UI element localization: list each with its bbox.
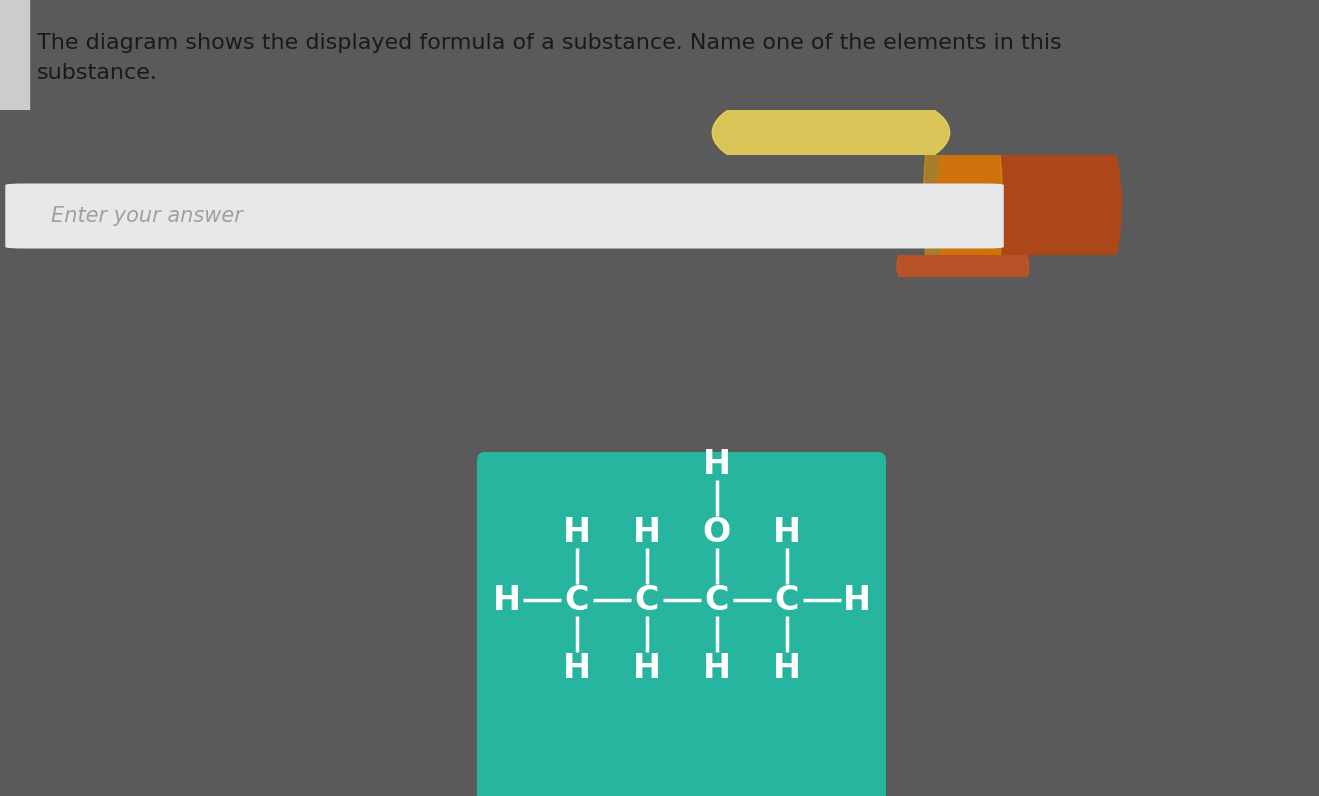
Text: O: O	[703, 516, 731, 548]
Text: H: H	[843, 583, 871, 616]
Ellipse shape	[936, 55, 1121, 355]
Text: C: C	[565, 583, 588, 616]
Text: H: H	[633, 516, 661, 548]
Text: H: H	[562, 651, 591, 685]
Text: H: H	[773, 651, 801, 685]
Text: Enter your answer: Enter your answer	[51, 206, 243, 226]
FancyBboxPatch shape	[5, 184, 1004, 248]
Text: C: C	[774, 583, 799, 616]
Text: H: H	[703, 447, 731, 481]
Text: The diagram shows the displayed formula of a substance. Name one of the elements: The diagram shows the displayed formula …	[37, 33, 1062, 83]
Text: H: H	[633, 651, 661, 685]
Text: H: H	[562, 516, 591, 548]
Text: C: C	[704, 583, 729, 616]
Text: H: H	[773, 516, 801, 548]
Ellipse shape	[923, 55, 1002, 355]
Text: H: H	[703, 651, 731, 685]
Text: H: H	[492, 583, 521, 616]
Ellipse shape	[897, 222, 1029, 310]
FancyBboxPatch shape	[477, 452, 886, 796]
Bar	[0, 0, 29, 110]
Ellipse shape	[712, 88, 950, 178]
Text: C: C	[634, 583, 658, 616]
